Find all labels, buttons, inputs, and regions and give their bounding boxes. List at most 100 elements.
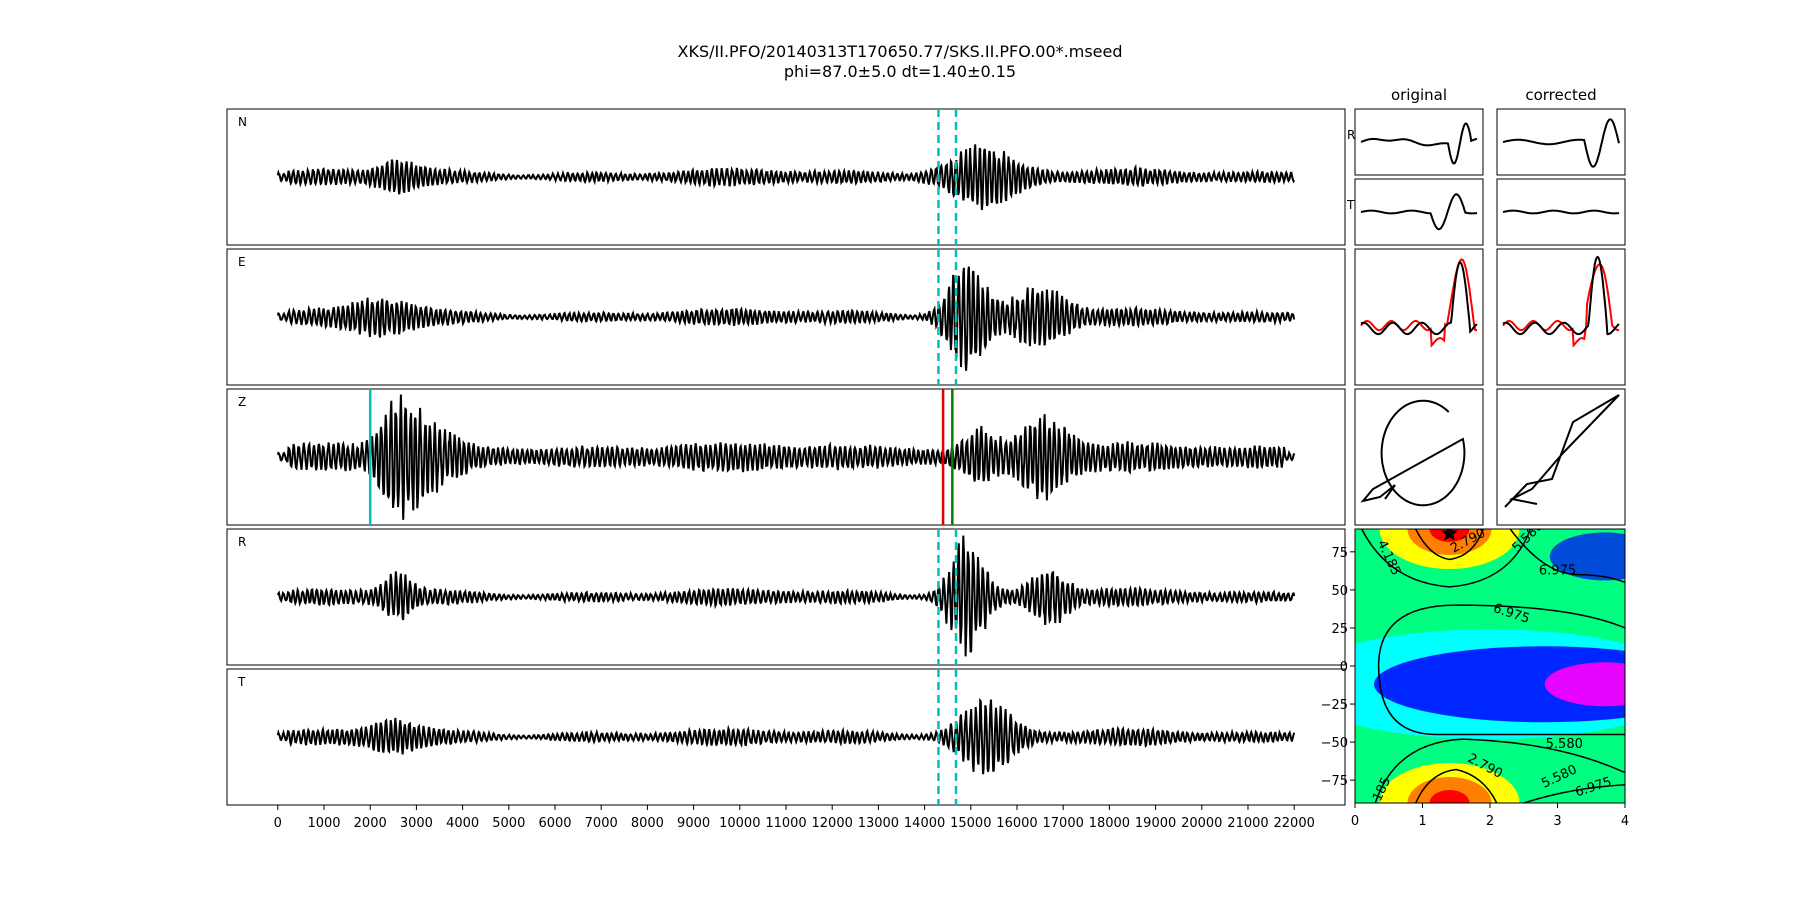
- channel-label-z: Z: [238, 395, 246, 409]
- x-tick-label-22: 22000: [1274, 816, 1315, 831]
- x-tick-label-9: 9000: [677, 816, 710, 831]
- contour-label-3: 6.975: [1539, 564, 1576, 579]
- waveform-panels: original corrected R T: [1346, 86, 1626, 526]
- panel-original-3: [1354, 388, 1484, 526]
- heat-x-tick-label-1: 1: [1418, 814, 1426, 829]
- panel-frame: [1354, 248, 1484, 386]
- component-wave: [1360, 193, 1478, 231]
- panel-frame: [1496, 178, 1626, 246]
- channel-label-e: E: [238, 255, 246, 269]
- column-title-corrected: corrected: [1525, 86, 1596, 104]
- contour-line-6: [1523, 783, 1625, 803]
- contour-line-2: [1374, 738, 1625, 803]
- waveform-r: [276, 535, 1296, 657]
- panel-frame: [1354, 388, 1484, 526]
- heat-blue-top: [1549, 532, 1625, 581]
- panel-frame: [226, 108, 1346, 246]
- panel-frame: [1496, 388, 1626, 526]
- trace-panels: N E Z R T 0 1000 2000 3000 4000 5000 6000 7000 8000 90…: [226, 108, 1346, 831]
- x-tick-label-14: 14000: [904, 816, 945, 831]
- panel-frame: [1354, 178, 1484, 246]
- heat-x-tick-label-2: 2: [1486, 814, 1494, 829]
- component-wave: [1502, 118, 1620, 168]
- contour-line-3: [1415, 768, 1498, 803]
- heat-y-tick-label-1: 50: [1331, 584, 1348, 599]
- panel-original-1: [1354, 178, 1484, 246]
- panel-corrected-3: [1496, 388, 1626, 526]
- x-tick-label-12: 12000: [812, 816, 853, 831]
- x-tick-label-20: 20000: [1181, 816, 1222, 831]
- figure-subtitle: phi=87.0±5.0 dt=1.40±0.15: [783, 62, 1017, 81]
- component-wave-red: [1360, 258, 1477, 348]
- contour-line-1: [1415, 529, 1484, 561]
- heat-y-tick-label-6: −75: [1321, 774, 1348, 789]
- row-label-t: T: [1346, 198, 1355, 212]
- panel-frame: [226, 528, 1346, 666]
- x-tick-label-5: 5000: [492, 816, 525, 831]
- contour-line-0: [1361, 529, 1532, 588]
- waveform-n: [276, 144, 1296, 211]
- trace-panel-r: R: [226, 528, 1346, 666]
- x-tick-label-4: 4000: [446, 816, 479, 831]
- x-tick-label-13: 13000: [858, 816, 899, 831]
- panel-frame: [1354, 108, 1484, 176]
- column-title-original: original: [1391, 86, 1447, 104]
- x-tick-label-6: 6000: [538, 816, 571, 831]
- heat-x-tick-label-4: 4: [1621, 814, 1629, 829]
- component-wave: [1502, 209, 1620, 215]
- x-tick-label-17: 17000: [1043, 816, 1084, 831]
- particle-motion: [1360, 399, 1466, 507]
- channel-label-n: N: [238, 115, 247, 129]
- x-tick-label-8: 8000: [631, 816, 664, 831]
- particle-motion: [1504, 394, 1620, 508]
- x-tick-label-19: 19000: [1135, 816, 1176, 831]
- waveform-z: [276, 394, 1296, 520]
- panel-frame: [226, 388, 1346, 526]
- contour-line-5: [1509, 529, 1625, 583]
- heat-red-1: [1429, 790, 1470, 803]
- panel-frame: [226, 248, 1346, 386]
- x-tick-label-16: 16000: [996, 816, 1037, 831]
- x-tick-label-1: 1000: [307, 816, 340, 831]
- panel-frame: [1496, 248, 1626, 386]
- heat-y-tick-label-0: 75: [1331, 546, 1348, 561]
- best-fit-star: [1440, 529, 1459, 541]
- x-tick-label-3: 3000: [400, 816, 433, 831]
- heat-y-tick-label-4: −25: [1321, 698, 1348, 713]
- component-wave-black: [1360, 261, 1478, 336]
- contour-line-4: [1377, 604, 1625, 736]
- row-label-r: R: [1347, 128, 1355, 142]
- component-wave: [1360, 122, 1478, 165]
- waveform-t: [276, 697, 1296, 775]
- x-tick-label-0: 0: [274, 816, 282, 831]
- panel-original-0: [1354, 108, 1484, 176]
- x-tick-label-18: 18000: [1089, 816, 1130, 831]
- channel-label-t: T: [237, 675, 246, 689]
- panel-corrected-2: [1496, 248, 1626, 386]
- trace-panel-t: T: [226, 668, 1346, 806]
- x-tick-label-21: 21000: [1227, 816, 1268, 831]
- x-tick-label-2: 2000: [354, 816, 387, 831]
- x-tick-label-10: 10000: [719, 816, 760, 831]
- trace-panel-z: Z: [226, 388, 1346, 526]
- heat-blue-band: [1374, 646, 1625, 723]
- heat-x-tick-label-0: 0: [1351, 814, 1359, 829]
- heat-y-tick-label-5: −50: [1321, 736, 1348, 751]
- trace-panel-e: E: [226, 248, 1346, 386]
- figure-title: XKS/II.PFO/20140313T170650.77/SKS.II.PFO…: [677, 42, 1123, 61]
- panel-original-2: [1354, 248, 1484, 386]
- component-wave-black: [1502, 255, 1620, 336]
- channel-label-r: R: [238, 535, 246, 549]
- heat-magenta-spot: [1544, 662, 1625, 707]
- trace-panel-n: N: [226, 108, 1346, 246]
- panel-corrected-0: [1496, 108, 1626, 176]
- heat-x-tick-label-3: 3: [1553, 814, 1561, 829]
- contour-label-5: 5.580: [1546, 737, 1583, 752]
- waveform-e: [276, 266, 1296, 371]
- x-tick-label-15: 15000: [950, 816, 991, 831]
- panel-frame: [1496, 108, 1626, 176]
- x-tick-label-11: 11000: [765, 816, 806, 831]
